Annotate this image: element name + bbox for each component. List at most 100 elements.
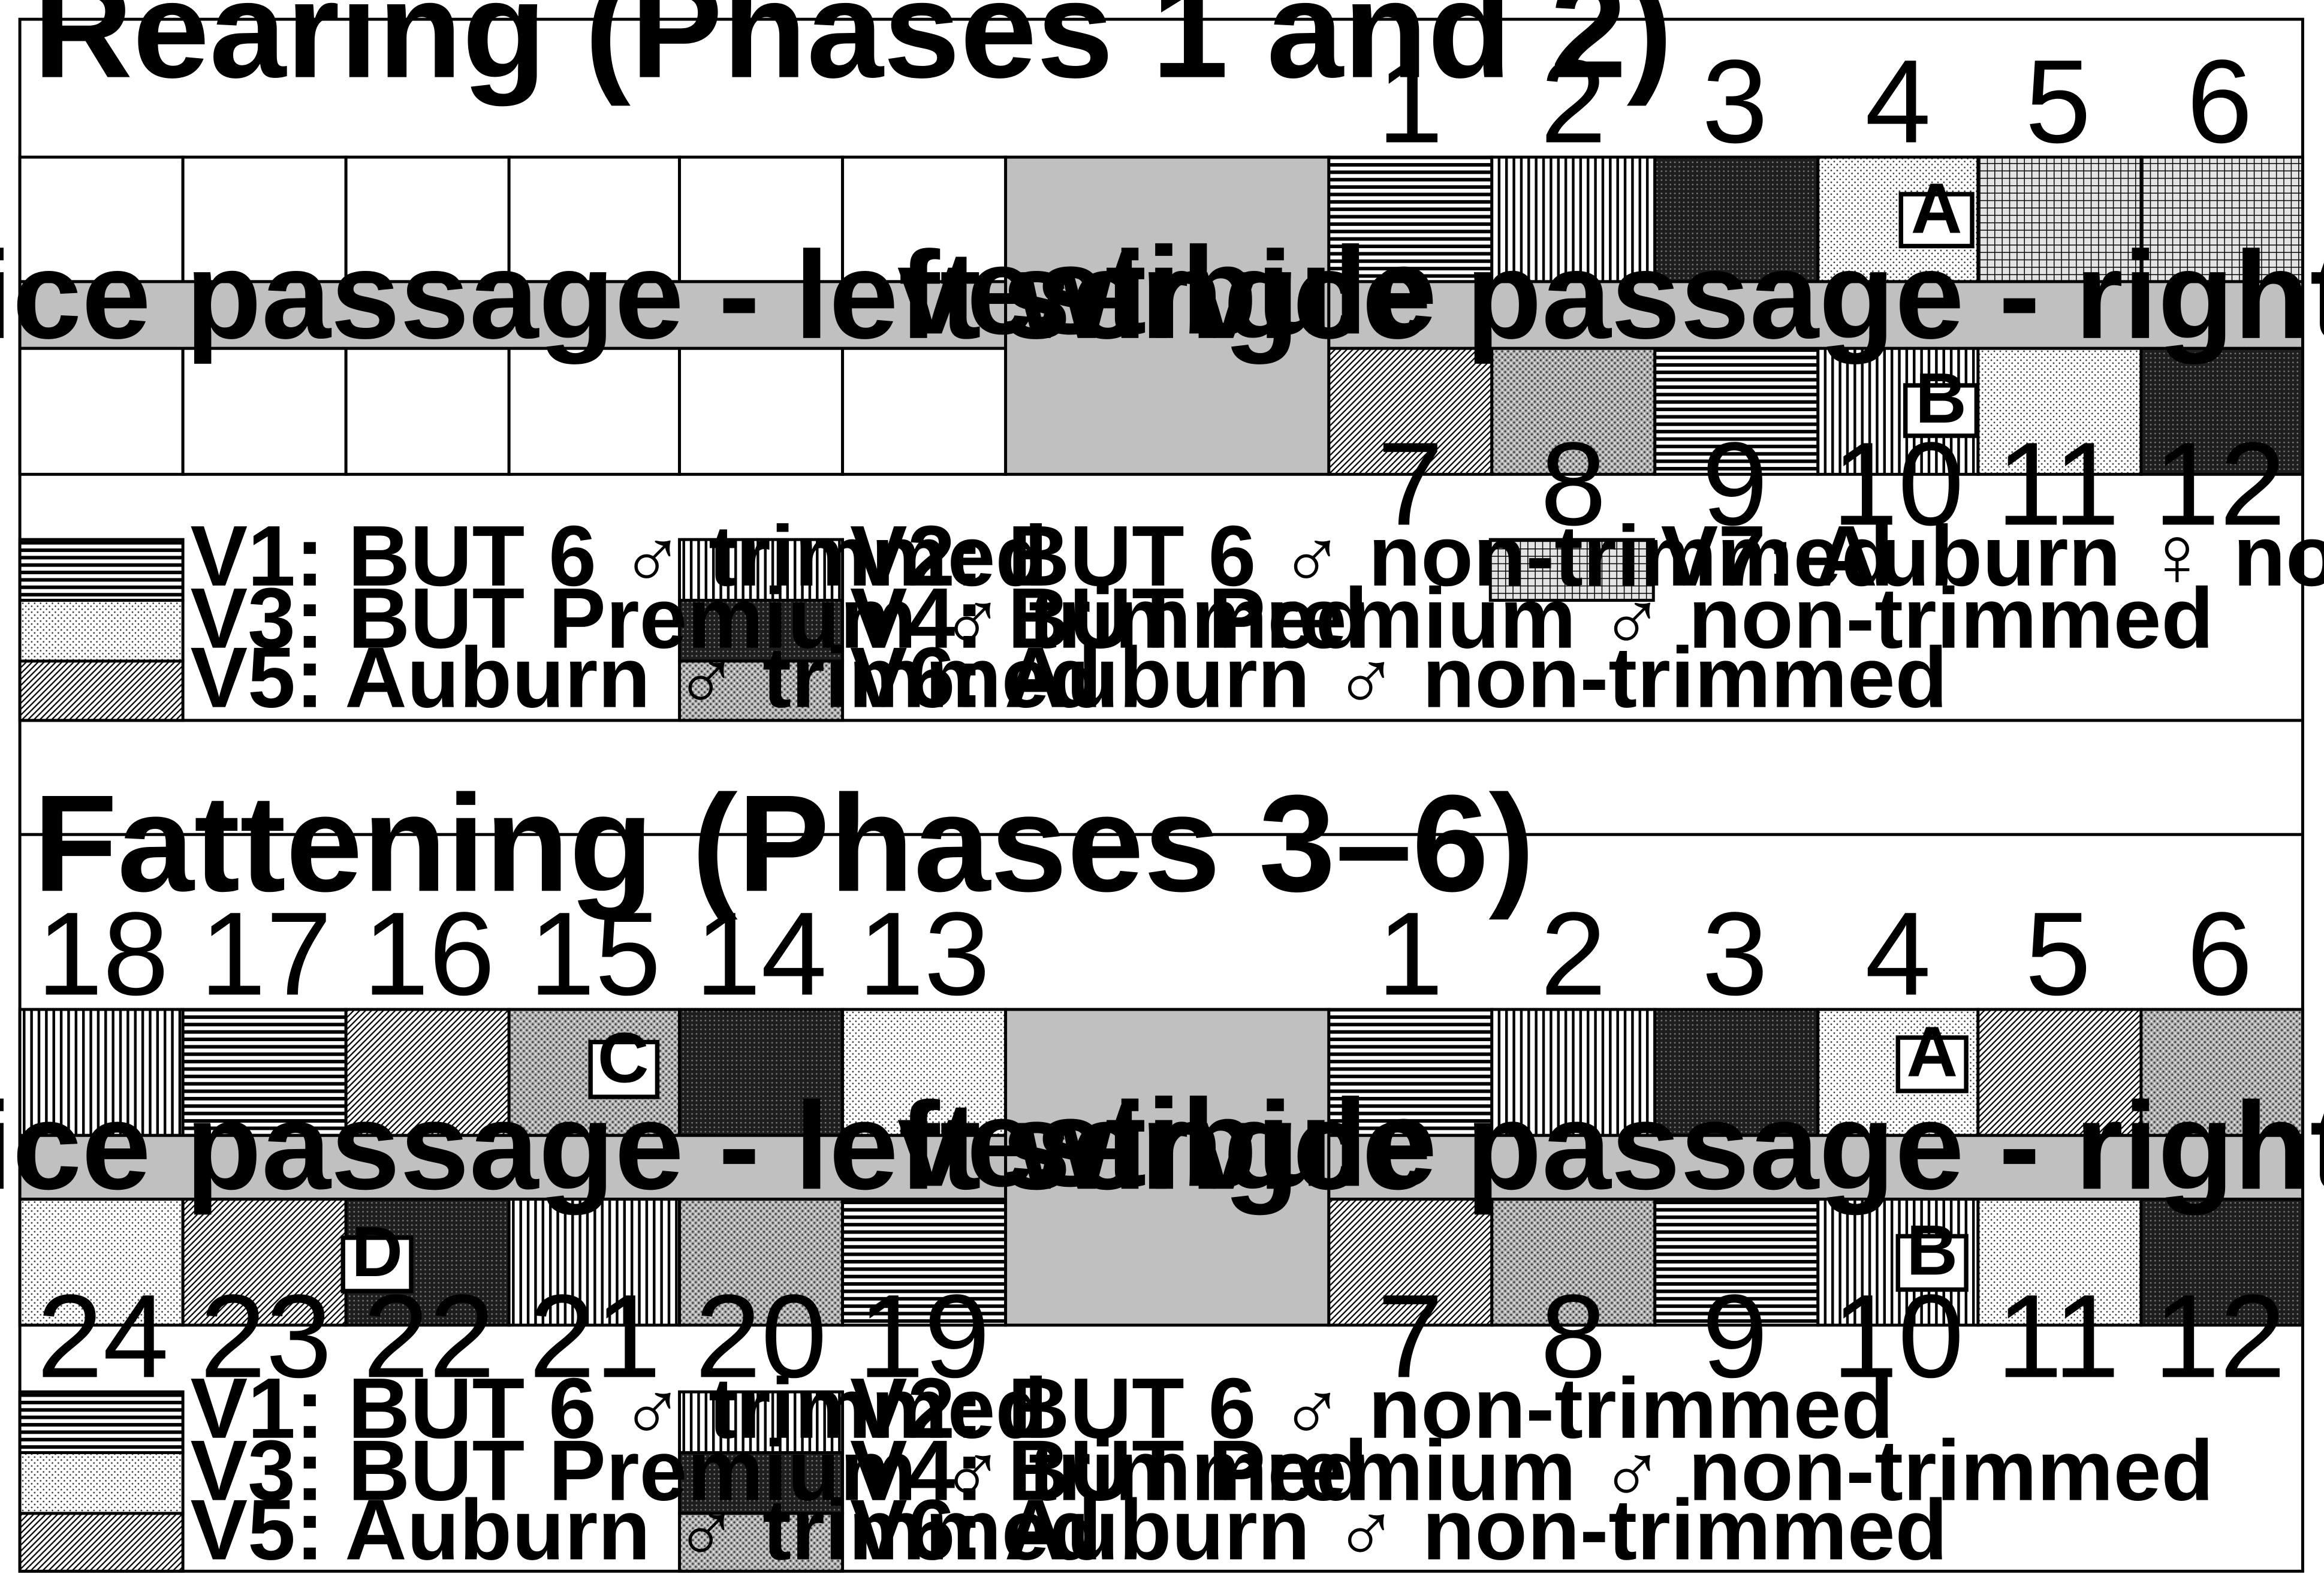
legend-label-v4: V4: BUT Premium ♂ non-trimmed — [850, 1423, 2214, 1519]
pen — [678, 1198, 845, 1327]
pen — [1490, 155, 1657, 284]
fattening-building: service passage - left wing vestibule se… — [0, 1008, 2324, 1327]
pen — [841, 1008, 1008, 1137]
badge-b: B — [1906, 1211, 1958, 1291]
pen-number: 13 — [858, 887, 990, 1020]
legend-label-v2: V2: BUT 6 ♂ non-trimmed — [850, 508, 1894, 604]
badge-d-box — [340, 1235, 414, 1293]
legend-label-v5: V5: Auburn ♂ trimmed — [190, 630, 1102, 726]
legend-label-v3: V3: BUT Premium ♂ trimmed — [190, 1423, 1367, 1519]
legend-swatch — [678, 538, 845, 602]
legend-label-v6: V6: Auburn ♂ non-trimmed — [850, 1482, 1948, 1578]
fattening-legend: V1: BUT 6 ♂ trimmed V3: BUT Premium ♂ tr… — [18, 1361, 2214, 1578]
empty-pen — [344, 155, 511, 284]
pen-number: 24 — [37, 1270, 169, 1402]
empty-pen — [678, 346, 845, 476]
pen-number: 8 — [1541, 1270, 1606, 1402]
pen-number: 18 — [37, 887, 169, 1020]
vestibule — [1004, 155, 1331, 476]
pen — [841, 1198, 1008, 1327]
rearing-building: service passage - left wing vestibule se… — [0, 155, 2324, 476]
pen — [1976, 155, 2143, 284]
pen — [507, 1198, 682, 1327]
pen — [181, 1008, 348, 1137]
pen-number: 5 — [2025, 887, 2091, 1020]
left-service-passage — [18, 1133, 1008, 1201]
pen-number: 19 — [858, 1270, 990, 1402]
empty-pen — [181, 155, 348, 284]
badge-d: D — [351, 1213, 403, 1292]
vestibule-label: vestibule — [897, 221, 1437, 360]
pen-number: 2 — [1541, 35, 1606, 167]
pen-number: 11 — [1997, 1270, 2120, 1402]
legend-label-v5: V5: Auburn ♂ trimmed — [190, 1482, 1102, 1578]
pen-number: 21 — [529, 1270, 661, 1402]
pen — [344, 1008, 511, 1137]
legend-swatch — [18, 659, 185, 722]
pen-number: 8 — [1541, 417, 1606, 550]
legend-label-v3: V3: BUT Premium ♂ trimmed — [190, 571, 1367, 667]
right-passage-label: service passage - right wing — [1002, 226, 2324, 365]
legend-swatch — [18, 599, 185, 663]
pen-number: 22 — [363, 1270, 495, 1402]
pen-number: 1 — [1377, 35, 1443, 167]
badge-a: A — [1906, 1012, 1958, 1092]
pen-number: 2 — [1541, 887, 1606, 1020]
legend-label-v6: V6: Auburn ♂ non-trimmed — [850, 630, 1948, 726]
pen-number: 17 — [200, 887, 332, 1020]
pen — [2139, 1198, 2304, 1327]
pen-number: 10 — [1832, 1270, 1964, 1402]
left-passage-label: service passage - left wing — [0, 1077, 1300, 1216]
pen-number: 7 — [1377, 1270, 1443, 1402]
legend-label-v1: V1: BUT 6 ♂ trimmed — [190, 508, 1048, 604]
pen-number: 6 — [2187, 887, 2253, 1020]
pen — [181, 1198, 348, 1327]
pen — [1653, 155, 1820, 284]
pen — [2139, 346, 2304, 476]
pen-number: 20 — [695, 1270, 827, 1402]
rearing-top-numbers: 1 2 3 4 5 6 — [1377, 35, 2253, 167]
pen-number: 14 — [695, 887, 827, 1020]
right-service-passage — [1327, 1133, 2304, 1201]
pen-number: 12 — [2154, 417, 2286, 550]
left-passage-label: service passage - left wing — [0, 226, 1300, 365]
badge-b-box — [1895, 1234, 1969, 1292]
pen-number: 4 — [1865, 887, 1931, 1020]
empty-pen — [507, 346, 682, 476]
legend-swatch — [1488, 538, 1655, 602]
fattening-title: Fattening (Phases 3–6) — [33, 766, 1535, 920]
legend-swatch — [18, 538, 185, 602]
empty-pen — [18, 346, 185, 476]
pen-number: 5 — [2025, 35, 2091, 167]
legend-swatch — [678, 659, 845, 722]
pen-number: 16 — [363, 887, 495, 1020]
badge-c-box — [588, 1039, 660, 1099]
badge-b-box — [1903, 383, 1979, 438]
pen — [1327, 346, 1494, 476]
pen-number: 15 — [529, 887, 661, 1020]
pen-number: 7 — [1377, 417, 1443, 550]
empty-pen — [841, 346, 1008, 476]
fattening-bottom-numbers: 24 23 22 21 20 19 7 8 9 10 11 12 — [37, 1270, 2286, 1402]
pen-number: 9 — [1702, 1270, 1768, 1402]
pen — [2139, 155, 2304, 284]
pen — [1653, 1198, 1820, 1327]
legend-label-v1: V1: BUT 6 ♂ trimmed — [190, 1361, 1048, 1457]
empty-pen — [181, 346, 348, 476]
pen — [18, 1198, 185, 1327]
badge-b: B — [1915, 359, 1967, 438]
badge-a: A — [1911, 169, 1963, 248]
badge-a-box — [1895, 1035, 1969, 1093]
badge-a-box — [1898, 192, 1975, 249]
empty-pen — [841, 155, 1008, 284]
fattening-top-numbers: 18 17 16 15 14 13 1 2 3 4 5 6 — [37, 887, 2253, 1020]
pen-number: 1 — [1377, 887, 1443, 1020]
rearing-bottom-numbers: 7 8 9 10 11 12 — [1377, 417, 2286, 550]
pen-number: 9 — [1702, 417, 1768, 550]
empty-pen — [344, 346, 511, 476]
pen-number: 3 — [1702, 887, 1768, 1020]
pen-number: 11 — [1997, 417, 2120, 550]
legend-swatch — [18, 1390, 185, 1454]
pen-number: 12 — [2154, 1270, 2286, 1402]
